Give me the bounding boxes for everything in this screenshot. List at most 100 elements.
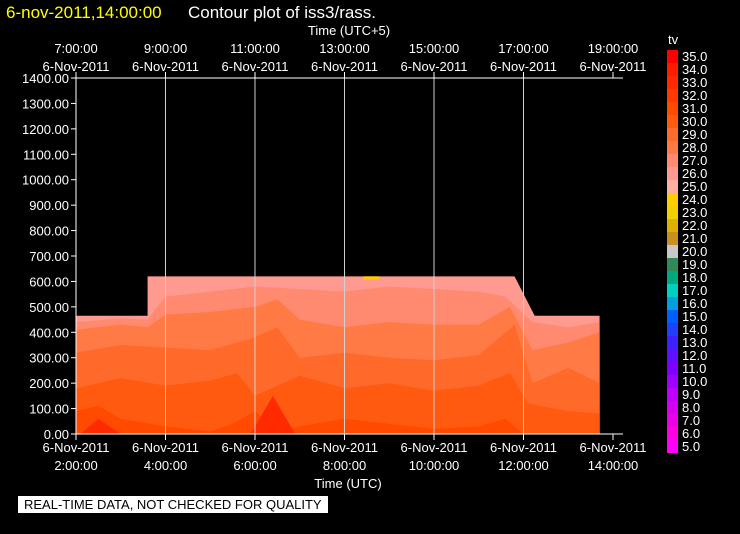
y-tick-label: 800.00 bbox=[29, 224, 69, 239]
top-tick-time: 13:00:00 bbox=[319, 41, 370, 56]
quality-notice: REAL-TIME DATA, NOT CHECKED FOR QUALITY bbox=[18, 496, 328, 513]
top-tick-time: 17:00:00 bbox=[498, 41, 549, 56]
legend-swatch-32.0 bbox=[667, 89, 678, 102]
legend-label: 6.0 bbox=[682, 426, 700, 441]
legend-swatch-20.0 bbox=[667, 245, 678, 258]
y-tick-label: 700.00 bbox=[29, 249, 69, 264]
y-tick-label: 1300.00 bbox=[22, 96, 69, 111]
legend-label: 12.0 bbox=[682, 348, 707, 363]
y-tick-label: 1400.00 bbox=[22, 71, 69, 86]
legend-swatch-26.0 bbox=[667, 167, 678, 180]
legend-swatch-22.0 bbox=[667, 219, 678, 232]
y-tick-label: 100.00 bbox=[29, 402, 69, 417]
legend-label: 20.0 bbox=[682, 244, 707, 259]
legend-swatch-33.0 bbox=[667, 76, 678, 89]
top-tick-date: 6-Nov-2011 bbox=[490, 59, 557, 74]
contour-band-31 bbox=[76, 406, 600, 434]
legend-label: 30.0 bbox=[682, 114, 707, 129]
top-axis-label: Time (UTC+5) bbox=[308, 23, 390, 38]
legend-label: 29.0 bbox=[682, 127, 707, 142]
axes: 0.00 100.00 200.00 300.00 400.00 500.00 600.00… bbox=[22, 41, 646, 473]
y-tick-label: 900.00 bbox=[29, 198, 69, 213]
top-tick-date: 6-Nov-2011 bbox=[43, 59, 110, 74]
legend-swatch-7.0 bbox=[667, 414, 678, 427]
legend-swatch-27.0 bbox=[667, 154, 678, 167]
legend-label: 8.0 bbox=[682, 400, 700, 415]
legend-swatch-21.0 bbox=[667, 232, 678, 245]
legend-label: 27.0 bbox=[682, 153, 707, 168]
top-tick-date: 6-Nov-2011 bbox=[580, 59, 647, 74]
y-tick-label: 400.00 bbox=[29, 325, 69, 340]
legend-label: 11.0 bbox=[682, 361, 706, 376]
legend-swatch-12.0 bbox=[667, 349, 678, 362]
legend-swatch-11.0 bbox=[667, 362, 678, 375]
plot-area bbox=[76, 276, 600, 434]
y-tick-label: 1200.00 bbox=[22, 122, 69, 137]
legend-label: 31.0 bbox=[682, 101, 707, 116]
y-tick-label: 0.00 bbox=[44, 427, 69, 442]
legend-label: 18.0 bbox=[682, 270, 707, 285]
legend-swatch-25.0 bbox=[667, 180, 678, 193]
x-tick-date: 6-Nov-2011 bbox=[311, 440, 378, 455]
color-legend: 35.034.033.032.031.030.029.028.027.026.0… bbox=[667, 49, 707, 454]
legend-label: 28.0 bbox=[682, 140, 707, 155]
contour-band-30 bbox=[76, 372, 600, 434]
top-tick-date: 6-Nov-2011 bbox=[222, 59, 289, 74]
x-tick-date: 6-Nov-2011 bbox=[401, 440, 468, 455]
top-tick-time: 19:00:00 bbox=[588, 41, 639, 56]
contour-fleck bbox=[363, 276, 380, 280]
x-tick-date: 6-Nov-2011 bbox=[132, 440, 199, 455]
legend-swatch-9.0 bbox=[667, 388, 678, 401]
legend-swatch-5.0 bbox=[667, 440, 678, 453]
legend-label: 16.0 bbox=[682, 296, 707, 311]
legend-swatch-19.0 bbox=[667, 258, 678, 271]
legend-swatch-18.0 bbox=[667, 271, 678, 284]
x-tick-time: 4:00:00 bbox=[144, 458, 187, 473]
legend-swatch-15.0 bbox=[667, 310, 678, 323]
y-tick-label: 500.00 bbox=[29, 300, 69, 315]
legend-label: 24.0 bbox=[682, 192, 707, 207]
legend-label: 19.0 bbox=[682, 257, 707, 272]
x-tick-time: 12:00:00 bbox=[498, 458, 549, 473]
x-tick-time: 14:00:00 bbox=[588, 458, 639, 473]
x-axis-label: Time (UTC) bbox=[314, 476, 381, 491]
legend-label: 22.0 bbox=[682, 218, 707, 233]
legend-swatch-16.0 bbox=[667, 297, 678, 310]
top-tick-date: 6-Nov-2011 bbox=[132, 59, 199, 74]
legend-label: 26.0 bbox=[682, 166, 707, 181]
legend-label: 17.0 bbox=[682, 283, 707, 298]
legend-swatch-24.0 bbox=[667, 193, 678, 206]
legend-label: 21.0 bbox=[682, 231, 707, 246]
y-tick-label: 200.00 bbox=[29, 376, 69, 391]
legend-swatch-34.0 bbox=[667, 63, 678, 76]
x-tick-date: 6-Nov-2011 bbox=[580, 440, 647, 455]
legend-swatch-35.0 bbox=[667, 50, 678, 63]
x-tick-date: 6-Nov-2011 bbox=[43, 440, 110, 455]
contour-hotspot-0 bbox=[250, 395, 296, 434]
legend-swatch-30.0 bbox=[667, 115, 678, 128]
legend-swatch-17.0 bbox=[667, 284, 678, 297]
legend-swatch-8.0 bbox=[667, 401, 678, 414]
legend-swatch-31.0 bbox=[667, 102, 678, 115]
legend-swatch-10.0 bbox=[667, 375, 678, 388]
x-tick-time: 10:00:00 bbox=[409, 458, 460, 473]
y-tick-label: 300.00 bbox=[29, 351, 69, 366]
contour-hotspot-1 bbox=[80, 418, 121, 434]
legend-label: 33.0 bbox=[682, 75, 707, 90]
y-tick-label: 600.00 bbox=[29, 274, 69, 289]
x-tick-time: 2:00:00 bbox=[54, 458, 97, 473]
legend-swatch-13.0 bbox=[667, 336, 678, 349]
top-tick-date: 6-Nov-2011 bbox=[401, 59, 468, 74]
legend-swatch-6.0 bbox=[667, 427, 678, 440]
legend-label: 7.0 bbox=[682, 413, 700, 428]
legend-swatch-14.0 bbox=[667, 323, 678, 336]
legend-label: 5.0 bbox=[682, 439, 700, 454]
x-tick-time: 8:00:00 bbox=[323, 458, 366, 473]
top-tick-time: 9:00:00 bbox=[144, 41, 187, 56]
top-tick-time: 15:00:00 bbox=[409, 41, 460, 56]
legend-label: 34.0 bbox=[682, 62, 707, 77]
legend-label: 32.0 bbox=[682, 88, 707, 103]
top-tick-time: 11:00:00 bbox=[230, 41, 280, 56]
x-tick-date: 6-Nov-2011 bbox=[222, 440, 289, 455]
